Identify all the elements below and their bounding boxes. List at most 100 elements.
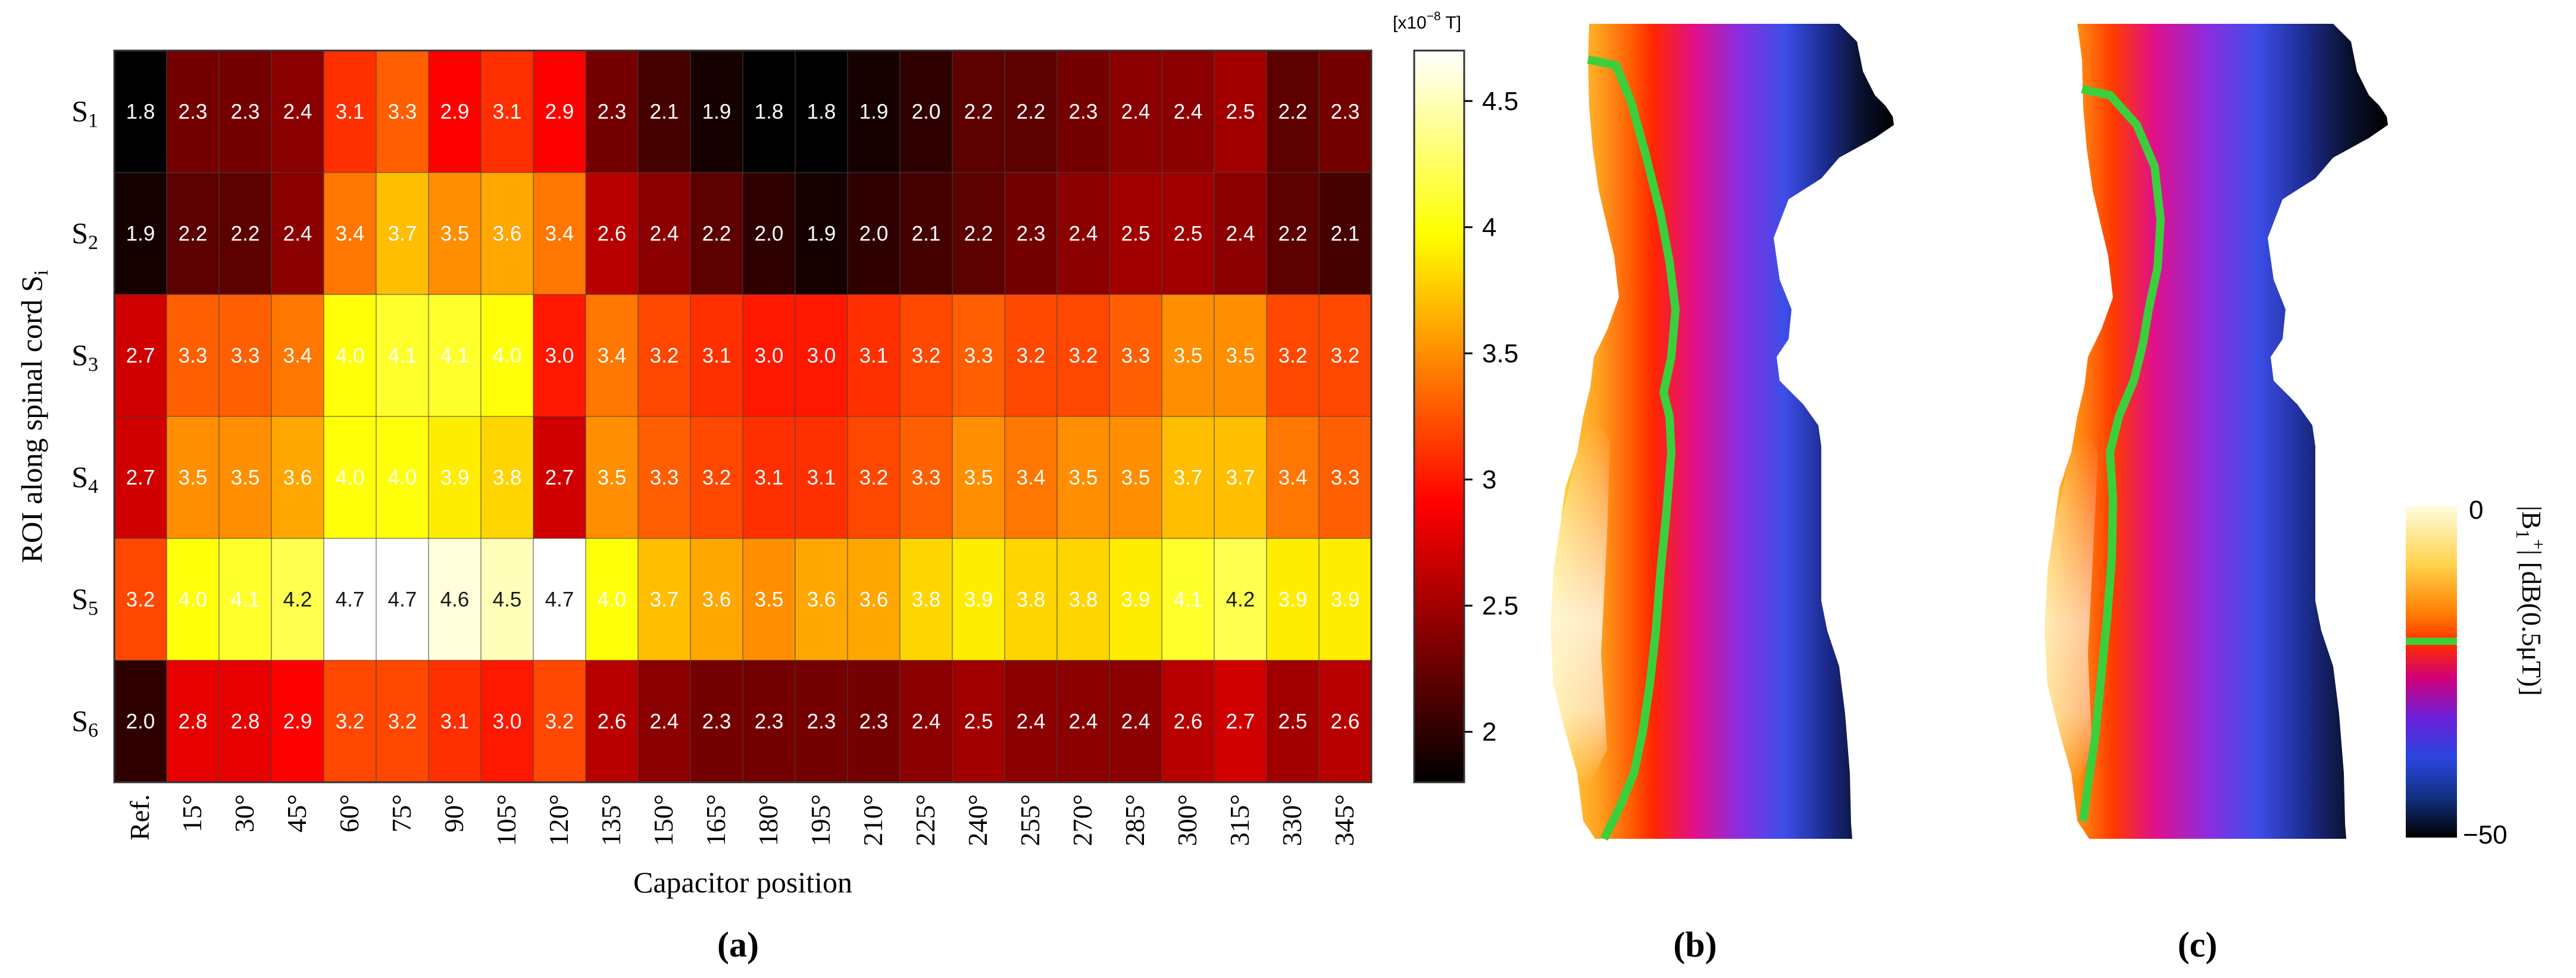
map-colorbar-tick-min: −50 <box>2463 820 2508 850</box>
heatmap-cell <box>795 660 848 783</box>
b1-map-b-body <box>1550 24 1894 839</box>
heatmap-cell-label: 3.7 <box>1226 466 1255 490</box>
heatmap-cell <box>585 416 639 539</box>
heatmap-cell <box>1056 416 1110 539</box>
y-axis-label-sub: i <box>30 270 52 275</box>
heatmap-cell <box>114 416 167 539</box>
column-label: 60° <box>334 794 364 832</box>
heatmap-colorbar-ticks: 2 2.5 3 3.5 4 4.5 <box>1464 87 1518 747</box>
heatmap-cell-label: 2.7 <box>545 466 574 490</box>
heatmap-cell-label: 3.1 <box>493 101 522 124</box>
heatmap-cell <box>1004 294 1058 417</box>
heatmap-cell-label: 3.5 <box>231 466 260 490</box>
row-label: S5 <box>71 582 98 620</box>
heatmap-cell-label: 3.3 <box>388 101 417 124</box>
heatmap-cell-label: 2.0 <box>126 710 155 734</box>
heatmap-cell <box>795 294 848 417</box>
heatmap-cell-label: 3.4 <box>336 222 365 246</box>
heatmap-cell-label: 1.9 <box>859 101 889 124</box>
heatmap-cell <box>166 50 220 173</box>
heatmap-cell <box>899 416 953 539</box>
heatmap-cell-label: 3.2 <box>1331 344 1360 368</box>
column-label: 285° <box>1120 794 1150 846</box>
heatmap-colorbar-unit: [x10−8 T] <box>1393 10 1461 33</box>
heatmap-cell <box>795 416 848 539</box>
map-colorbar-label-sup: + <box>2528 539 2549 550</box>
heatmap-cell <box>1004 660 1058 783</box>
heatmap-cell <box>1214 172 1267 295</box>
row-label: S6 <box>71 704 98 742</box>
heatmap-cell-label: 2.3 <box>231 101 260 124</box>
heatmap-cell <box>533 660 586 783</box>
heatmap-cell-label: 4.1 <box>1174 588 1203 612</box>
heatmap-cell <box>1318 416 1372 539</box>
heatmap-cell <box>690 660 743 783</box>
colorbar-tick-label: 3 <box>1482 465 1496 494</box>
heatmap-cell <box>1214 538 1267 661</box>
heatmap-cell <box>1318 538 1372 661</box>
heatmap-cell-label: 3.5 <box>179 466 208 490</box>
heatmap-cell <box>847 416 901 539</box>
column-label: 165° <box>701 794 731 846</box>
heatmap-cell-label: 2.4 <box>1017 710 1046 734</box>
heatmap-cell <box>1266 50 1320 173</box>
heatmap-cell <box>585 50 639 173</box>
heatmap-cell-label: 3.5 <box>1174 344 1203 368</box>
heatmap-grid: 1.8 2.3 2.3 2.4 3.1 3.3 2.9 3.1 2.9 2.3 2.1 1.9 1.8 1… <box>114 50 1372 783</box>
heatmap-cell-label: 3.8 <box>1069 588 1098 612</box>
heatmap-cell <box>742 50 796 173</box>
x-axis-label: Capacitor position <box>633 866 852 899</box>
heatmap-cell <box>742 416 796 539</box>
heatmap-cell <box>1056 50 1110 173</box>
b1-map-b <box>1550 24 1894 841</box>
heatmap-cell <box>271 416 324 539</box>
heatmap-cell-label: 2.2 <box>964 222 993 246</box>
heatmap-cell <box>1056 172 1110 295</box>
heatmap-cell <box>428 416 482 539</box>
heatmap-cell-label: 2.3 <box>1069 101 1098 124</box>
heatmap-cell-label: 3.2 <box>388 710 417 734</box>
heatmap-cell-label: 3.0 <box>807 344 836 368</box>
heatmap-cell <box>952 660 1005 783</box>
heatmap-cell-label: 2.1 <box>1331 222 1360 246</box>
heatmap-cell <box>1004 50 1058 173</box>
heatmap-cell <box>795 172 848 295</box>
heatmap-cell-label: 3.6 <box>859 588 889 612</box>
heatmap-cell-label: 3.5 <box>755 588 784 612</box>
colorbar-tick-label: 2 <box>1482 717 1496 747</box>
heatmap-cell-label: 3.2 <box>126 588 155 612</box>
heatmap-cell-label: 2.5 <box>1174 222 1203 246</box>
heatmap-cell-label: 3.5 <box>1226 344 1255 368</box>
column-label: 135° <box>596 794 626 846</box>
heatmap-cell-label: 4.0 <box>493 344 522 368</box>
heatmap-cell-label: 4.0 <box>598 588 627 612</box>
heatmap-cell-label: 2.4 <box>283 101 312 124</box>
heatmap-cell-label: 3.0 <box>545 344 574 368</box>
heatmap-cell <box>166 416 220 539</box>
heatmap-cell <box>952 416 1005 539</box>
heatmap-cell <box>428 538 482 661</box>
heatmap-cell-label: 2.4 <box>650 222 679 246</box>
colorbar-tick-label: 3.5 <box>1482 339 1518 368</box>
heatmap-cell-label: 3.2 <box>1069 344 1098 368</box>
heatmap-cell-label: 3.2 <box>912 344 941 368</box>
column-label: 45° <box>282 794 312 832</box>
heatmap-cell-label: 3.7 <box>650 588 679 612</box>
heatmap-cell <box>1109 416 1162 539</box>
heatmap-cell-label: 3.9 <box>1278 588 1308 612</box>
heatmap-cell <box>637 538 691 661</box>
heatmap-cell <box>1004 172 1058 295</box>
heatmap-cell-label: 3.3 <box>1331 466 1360 490</box>
heatmap-cell-label: 3.6 <box>702 588 731 612</box>
heatmap-cell <box>795 538 848 661</box>
heatmap-cell-label: 3.5 <box>598 466 627 490</box>
heatmap-cell-label: 3.8 <box>493 466 522 490</box>
heatmap-cell-label: 3.9 <box>1121 588 1151 612</box>
heatmap-cell-label: 3.3 <box>179 344 208 368</box>
heatmap-cell <box>847 50 901 173</box>
b1-map-c-chest <box>2044 428 2098 785</box>
heatmap-cell-label: 3.5 <box>964 466 993 490</box>
heatmap-cell <box>166 294 220 417</box>
heatmap-cell-label: 2.1 <box>650 101 679 124</box>
row-label: S3 <box>71 338 98 376</box>
